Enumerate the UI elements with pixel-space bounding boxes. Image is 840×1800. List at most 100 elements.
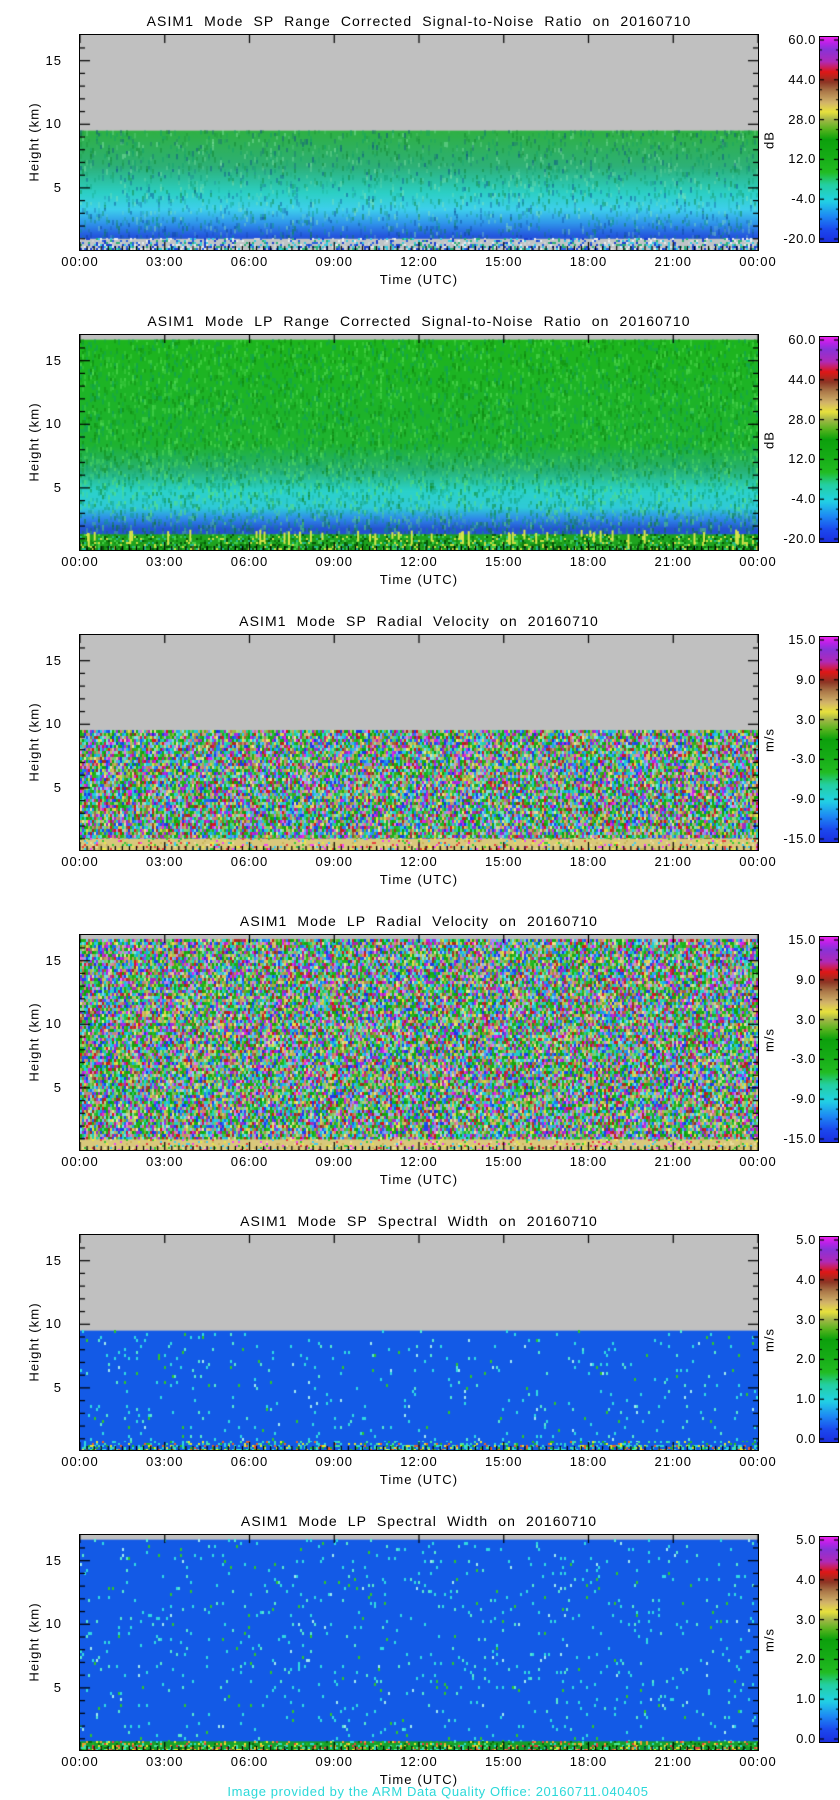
colorbar-tick-label: 9.0: [796, 971, 816, 987]
x-tick-label: 03:00: [145, 1754, 184, 1769]
colorbar-tick-label: -4.0: [791, 191, 816, 207]
plot-area: [78, 933, 759, 1151]
y-tick-label: 15: [45, 952, 62, 968]
x-tick-label: 06:00: [230, 1454, 269, 1469]
x-tick-label: 00:00: [61, 254, 99, 269]
y-tick-label: 5: [53, 1679, 62, 1695]
colorbar-tick-label: 9.0: [796, 671, 816, 687]
x-tick-label: 09:00: [315, 254, 354, 269]
x-tick-label: 18:00: [569, 854, 608, 869]
x-tick-label: 06:00: [230, 254, 269, 269]
colorbar-tick-label: 3.0: [796, 1011, 816, 1027]
x-axis-label: Time (UTC): [379, 1472, 459, 1487]
colorbar: [818, 935, 839, 1143]
y-tick-label: 10: [45, 116, 62, 132]
y-tick-label: 15: [45, 1252, 62, 1268]
colorbar-tick-label: 15.0: [788, 932, 816, 947]
x-tick-label: 06:00: [230, 1754, 269, 1769]
footer-credit: Image provided by the ARM Data Quality O…: [227, 1784, 649, 1799]
colorbar-tick-label: 60.0: [788, 32, 816, 47]
x-tick-label: 03:00: [145, 1154, 184, 1169]
colorbar-tick-label: 28.0: [788, 411, 816, 427]
x-tick-label: 03:00: [145, 854, 184, 869]
colorbar-tick-label: 12.0: [788, 451, 816, 467]
colorbar-tick-label: -20.0: [783, 531, 816, 546]
colorbar: [818, 1535, 839, 1743]
colorbar-tick-label: 44.0: [788, 71, 816, 87]
x-tick-label: 00:00: [61, 1454, 99, 1469]
y-tick-label: 15: [45, 652, 62, 668]
x-axis-label: Time (UTC): [379, 1172, 459, 1187]
colorbar-tick-label: 3.0: [796, 711, 816, 727]
x-tick-label: 03:00: [145, 254, 184, 269]
colorbar-tick-label: -3.0: [791, 1051, 816, 1067]
y-tick-label: 5: [53, 179, 62, 195]
y-tick-label: 5: [53, 779, 62, 795]
x-tick-label: 06:00: [230, 554, 269, 569]
x-tick-label: 21:00: [654, 1454, 693, 1469]
x-tick-label: 12:00: [400, 1754, 438, 1769]
plot-area: [78, 1233, 759, 1451]
x-tick-label: 18:00: [569, 1154, 608, 1169]
x-tick-label: 21:00: [654, 254, 693, 269]
colorbar-tick-label: -15.0: [783, 1131, 816, 1146]
panel-sp-width: ASIM1 Mode SP Spectral Width on 20160710…: [0, 1200, 840, 1500]
colorbar-unit-label: m/s: [761, 728, 777, 752]
x-tick-label: 03:00: [145, 1454, 184, 1469]
colorbar: [818, 335, 839, 543]
x-tick-label: 00:00: [61, 1754, 99, 1769]
colorbar-unit-label: m/s: [761, 1028, 777, 1052]
y-tick-label: 10: [45, 716, 62, 732]
colorbar-tick-label: 5.0: [796, 1532, 816, 1547]
y-tick-label: 15: [45, 1552, 62, 1568]
colorbar-tick-label: 5.0: [796, 1232, 816, 1247]
x-axis-label: Time (UTC): [379, 272, 459, 287]
y-tick-label: 15: [45, 352, 62, 368]
y-tick-label: 10: [45, 416, 62, 432]
colorbar-tick-label: 28.0: [788, 111, 816, 127]
colorbar: [818, 635, 839, 843]
colorbar: [818, 1235, 839, 1443]
panel-title: ASIM1 Mode SP Radial Velocity on 2016071…: [239, 613, 599, 629]
x-tick-label: 09:00: [315, 1154, 354, 1169]
y-tick-label: 5: [53, 1079, 62, 1095]
x-tick-label: 00:00: [61, 1154, 99, 1169]
panel-title: ASIM1 Mode LP Range Corrected Signal-to-…: [147, 313, 691, 329]
y-tick-label: 5: [53, 479, 62, 495]
colorbar-tick-label: 15.0: [788, 632, 816, 647]
x-tick-label: 18:00: [569, 554, 608, 569]
plot-area: [78, 1533, 759, 1751]
x-tick-label: 09:00: [315, 854, 354, 869]
colorbar-tick-label: 0.0: [796, 1431, 816, 1446]
colorbar-tick-label: 3.0: [796, 1311, 816, 1327]
y-axis-label: Height (km): [26, 1602, 42, 1682]
panel-lp-velocity: ASIM1 Mode LP Radial Velocity on 2016071…: [0, 900, 840, 1200]
colorbar-tick-label: -4.0: [791, 491, 816, 507]
colorbar-tick-label: 2.0: [796, 1651, 816, 1667]
x-tick-label: 21:00: [654, 554, 693, 569]
x-tick-label: 03:00: [145, 554, 184, 569]
y-axis-label: Height (km): [26, 702, 42, 782]
x-tick-label: 12:00: [400, 554, 438, 569]
x-tick-label: 00:00: [739, 854, 777, 869]
colorbar-unit-label: dB: [761, 131, 777, 149]
colorbar-unit-label: m/s: [761, 1328, 777, 1352]
y-tick-label: 15: [45, 52, 62, 68]
x-tick-label: 00:00: [739, 1154, 777, 1169]
x-tick-label: 15:00: [484, 1154, 523, 1169]
colorbar-tick-label: -9.0: [791, 791, 816, 807]
colorbar-tick-label: 1.0: [796, 1391, 816, 1407]
colorbar-tick-label: -20.0: [783, 231, 816, 246]
colorbar-tick-label: 4.0: [796, 1571, 816, 1587]
colorbar-tick-label: 3.0: [796, 1611, 816, 1627]
colorbar-tick-label: -9.0: [791, 1091, 816, 1107]
colorbar-tick-label: -3.0: [791, 751, 816, 767]
x-axis-label: Time (UTC): [379, 1772, 459, 1787]
plot-area: [78, 333, 759, 551]
x-tick-label: 15:00: [484, 1754, 523, 1769]
x-tick-label: 00:00: [61, 854, 99, 869]
panel-lp-snr: ASIM1 Mode LP Range Corrected Signal-to-…: [0, 300, 840, 600]
y-tick-label: 10: [45, 1316, 62, 1332]
panel-title: ASIM1 Mode SP Spectral Width on 20160710: [240, 1213, 598, 1229]
